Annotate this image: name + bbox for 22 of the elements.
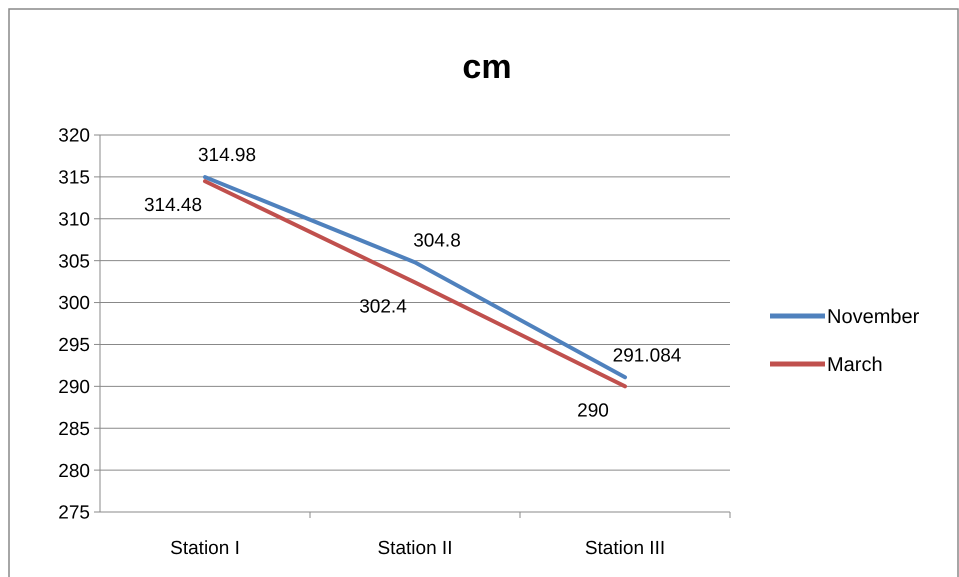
y-tick-label: 305 [58, 251, 90, 272]
legend-label: November [827, 306, 920, 328]
y-tick-label: 320 [58, 126, 90, 147]
legend-label: March [827, 354, 883, 376]
x-tick-label: Station I [170, 538, 240, 559]
y-tick-label: 290 [58, 376, 90, 398]
x-tick-label: Station II [378, 538, 452, 559]
data-label: 291.084 [612, 345, 682, 366]
y-tick-label: 295 [58, 335, 90, 356]
y-tick-label: 315 [58, 168, 90, 189]
x-tick-label: Station III [584, 538, 666, 559]
data-label: 314.48 [144, 195, 202, 216]
y-tick-label: 300 [58, 293, 90, 314]
y-tick-label: 285 [58, 418, 90, 440]
data-label: 314.98 [198, 145, 256, 166]
y-tick-label: 275 [58, 502, 90, 524]
data-label: 302.4 [359, 296, 408, 318]
y-tick-label: 310 [58, 209, 90, 230]
y-tick-label: 280 [58, 460, 90, 482]
data-label: 304.8 [413, 230, 461, 252]
data-label: 290 [577, 400, 609, 422]
chart-title: cm [462, 48, 512, 86]
